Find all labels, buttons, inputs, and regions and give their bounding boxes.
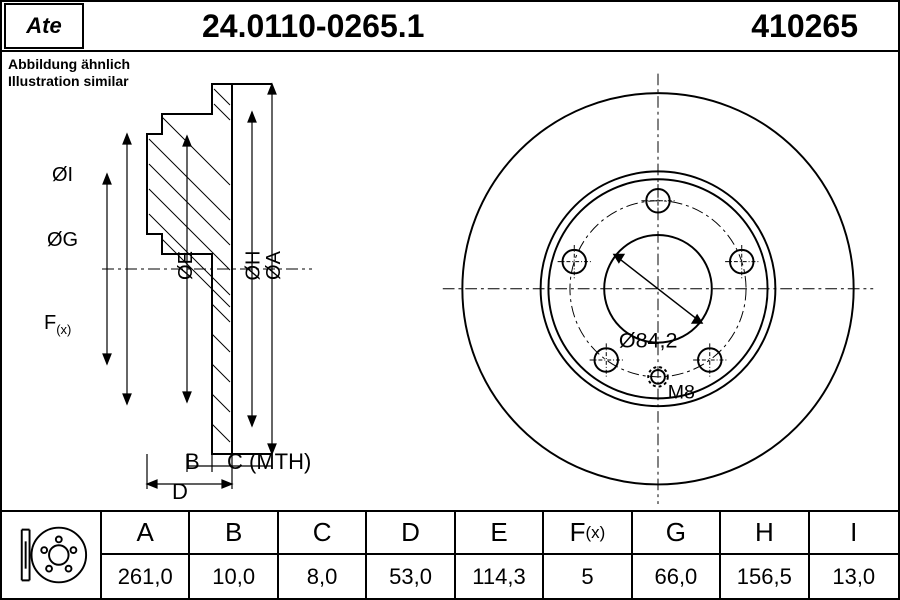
col-G: G [633,512,721,555]
logo-text: Ate [26,13,61,39]
dim-label-D: D [172,479,188,505]
table-grid: A B C D E F(x) G H I 261,0 10,0 8,0 53,0… [102,512,898,598]
brand-logo: Ate [4,3,84,49]
dim-label-C: C (MTH) [227,449,311,475]
col-D: D [367,512,455,555]
col-B: B [190,512,278,555]
val-D: 53,0 [367,555,455,598]
part-number: 24.0110-0265.1 [202,8,424,45]
dim-label-B: B [185,449,200,475]
dimension-table: A B C D E F(x) G H I 261,0 10,0 8,0 53,0… [2,510,898,598]
thread-label: M8 [668,381,695,403]
disc-icon-cell [2,512,102,598]
dim-label-I: ØI [52,164,73,187]
val-I: 13,0 [810,555,898,598]
dim-label-A: ØA [263,251,286,280]
val-G: 66,0 [633,555,721,598]
alt-part-number: 410265 [751,8,858,45]
dim-label-E: ØE [175,251,198,280]
title-bar: Ate 24.0110-0265.1 410265 [2,2,898,52]
val-A: 261,0 [102,555,190,598]
col-C: C [279,512,367,555]
val-C: 8,0 [279,555,367,598]
col-F: F(x) [544,512,632,555]
front-view-drawing: Ø84,2 M8 [428,54,888,504]
brake-disc-icon [12,516,90,594]
center-bore-label: Ø84,2 [619,328,678,352]
val-E: 114,3 [456,555,544,598]
val-F: 5 [544,555,632,598]
val-H: 156,5 [721,555,809,598]
dim-label-F: F(x) [44,312,71,337]
val-B: 10,0 [190,555,278,598]
col-A: A [102,512,190,555]
col-E: E [456,512,544,555]
col-I: I [810,512,898,555]
technical-drawing-sheet: Ate 24.0110-0265.1 410265 Abbildung ähnl… [0,0,900,600]
col-H: H [721,512,809,555]
dim-label-G: ØG [47,229,78,252]
drawing-area: Ø84,2 M8 [2,54,898,508]
